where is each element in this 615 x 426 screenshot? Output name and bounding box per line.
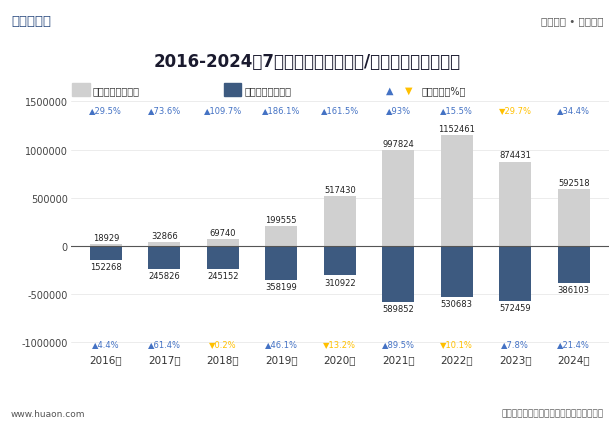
Text: 152268: 152268 — [90, 263, 122, 272]
Text: ▲186.1%: ▲186.1% — [262, 106, 301, 115]
Bar — [441, 135, 473, 246]
Text: ▲21.4%: ▲21.4% — [557, 339, 590, 348]
Text: ▼10.1%: ▼10.1% — [440, 339, 473, 348]
Bar — [441, 246, 473, 297]
Bar — [148, 246, 180, 270]
Text: 517430: 517430 — [324, 185, 355, 194]
Text: 245152: 245152 — [207, 272, 239, 281]
Text: 18929: 18929 — [93, 233, 119, 242]
Text: 997824: 997824 — [383, 139, 414, 148]
Text: ▲161.5%: ▲161.5% — [320, 106, 359, 115]
Text: ▼0.2%: ▼0.2% — [209, 339, 237, 348]
Text: ▲: ▲ — [386, 86, 394, 95]
Bar — [90, 246, 122, 261]
Text: ▲89.5%: ▲89.5% — [382, 339, 415, 348]
Text: 572459: 572459 — [499, 303, 531, 312]
Text: 出口额（千美元）: 出口额（千美元） — [93, 86, 140, 95]
Text: 专业严謹 • 客观科学: 专业严謹 • 客观科学 — [541, 17, 604, 26]
Text: ▲109.7%: ▲109.7% — [204, 106, 242, 115]
Text: 资料来源：中国海关、华经产业研究院整理: 资料来源：中国海关、华经产业研究院整理 — [502, 409, 604, 417]
Text: 199555: 199555 — [266, 216, 297, 225]
Bar — [323, 196, 356, 246]
Text: ▼: ▼ — [405, 86, 413, 95]
Text: ▼29.7%: ▼29.7% — [499, 106, 532, 115]
Text: www.huaon.com: www.huaon.com — [11, 409, 85, 417]
Bar — [382, 246, 415, 302]
Bar — [382, 150, 415, 246]
Text: ▲29.5%: ▲29.5% — [89, 106, 122, 115]
Text: ▲93%: ▲93% — [386, 106, 411, 115]
Text: 69740: 69740 — [210, 228, 236, 237]
Bar — [265, 246, 298, 280]
Bar — [499, 246, 531, 301]
Text: 310922: 310922 — [324, 278, 355, 287]
Text: 245826: 245826 — [148, 272, 180, 281]
Text: 358199: 358199 — [266, 282, 297, 291]
Text: ▲46.1%: ▲46.1% — [265, 339, 298, 348]
Text: 874431: 874431 — [499, 151, 531, 160]
Text: 530683: 530683 — [441, 299, 473, 308]
Text: ▲34.4%: ▲34.4% — [557, 106, 590, 115]
Bar — [148, 243, 180, 246]
Text: ▲61.4%: ▲61.4% — [148, 339, 181, 348]
Bar — [558, 246, 590, 283]
Bar — [90, 244, 122, 246]
Bar — [265, 227, 298, 246]
Text: 589852: 589852 — [383, 305, 414, 314]
Text: ▼13.2%: ▼13.2% — [323, 339, 356, 348]
Text: 同比增长（%）: 同比增长（%） — [421, 86, 466, 95]
Bar — [207, 246, 239, 270]
Text: 32866: 32866 — [151, 232, 178, 241]
Text: 华经情报网: 华经情报网 — [11, 15, 51, 28]
Text: 386103: 386103 — [558, 285, 590, 294]
Text: 2016-2024年7月平潭（境内目的地/货源地）进、出口额: 2016-2024年7月平潭（境内目的地/货源地）进、出口额 — [154, 53, 461, 71]
Text: 1152461: 1152461 — [438, 124, 475, 133]
Text: 592518: 592518 — [558, 178, 590, 187]
Text: ▲15.5%: ▲15.5% — [440, 106, 473, 115]
Text: ▲73.6%: ▲73.6% — [148, 106, 181, 115]
Bar — [73, 84, 90, 97]
Bar — [499, 162, 531, 246]
Bar — [207, 239, 239, 246]
Text: ▲4.4%: ▲4.4% — [92, 339, 120, 348]
Bar — [323, 246, 356, 276]
Bar — [224, 84, 241, 97]
Text: ▲7.8%: ▲7.8% — [501, 339, 529, 348]
Bar — [558, 189, 590, 246]
Text: 进口额（千美元）: 进口额（千美元） — [244, 86, 292, 95]
